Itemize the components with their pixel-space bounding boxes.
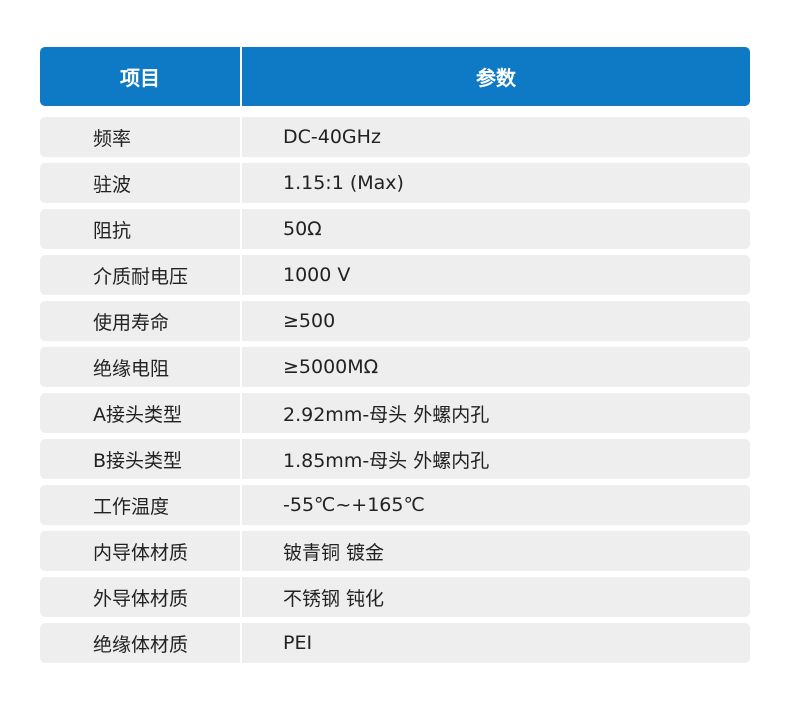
row-item: 介质耐电压 — [93, 265, 189, 288]
row-item: 驻波 — [93, 173, 132, 196]
column-divider — [240, 209, 242, 249]
table-row: B接头类型 1.85mm-母头 外螺内孔 — [40, 439, 750, 479]
row-value: 1000 V — [283, 264, 351, 286]
column-divider — [240, 347, 242, 387]
row-item: 工作温度 — [93, 495, 170, 518]
header-item: 项目 — [120, 66, 160, 90]
table-row: 驻波 1.15:1 (Max) — [40, 163, 750, 203]
row-value: PEI — [283, 632, 313, 654]
column-divider — [240, 577, 242, 617]
table-row: A接头类型 2.92mm-母头 外螺内孔 — [40, 393, 750, 433]
row-value: 1.15:1 (Max) — [283, 172, 404, 194]
table-row: 工作温度 -55℃~+165℃ — [40, 485, 750, 525]
row-value: 1.85mm-母头 外螺内孔 — [283, 449, 490, 472]
row-value: ≥5000MΩ — [283, 356, 379, 378]
table-row: 频率 DC-40GHz — [40, 117, 750, 157]
column-divider — [240, 255, 242, 295]
row-item: 绝缘体材质 — [93, 633, 189, 656]
column-divider — [240, 393, 242, 433]
row-value: 2.92mm-母头 外螺内孔 — [283, 403, 490, 426]
column-divider — [240, 163, 242, 203]
column-divider — [240, 623, 242, 663]
table-row: 介质耐电压 1000 V — [40, 255, 750, 295]
table-header: 项目 参数 — [40, 47, 750, 106]
row-value: 铍青铜 镀金 — [283, 541, 385, 564]
row-value: 50Ω — [283, 218, 322, 240]
column-divider — [240, 531, 242, 571]
table-row: 绝缘电阻 ≥5000MΩ — [40, 347, 750, 387]
row-value: DC-40GHz — [283, 126, 381, 148]
column-divider — [240, 439, 242, 479]
row-item: 内导体材质 — [93, 541, 189, 564]
column-divider — [240, 301, 242, 341]
row-item: 使用寿命 — [93, 311, 170, 334]
table-row: 阻抗 50Ω — [40, 209, 750, 249]
row-item: B接头类型 — [93, 449, 183, 472]
column-divider — [240, 117, 242, 157]
table-row: 外导体材质 不锈钢 钝化 — [40, 577, 750, 617]
row-value: ≥500 — [283, 310, 336, 332]
table-row: 内导体材质 铍青铜 镀金 — [40, 531, 750, 571]
row-value: 不锈钢 钝化 — [283, 587, 385, 610]
row-item: A接头类型 — [93, 403, 182, 426]
row-item: 频率 — [93, 127, 132, 150]
row-item: 绝缘电阻 — [93, 357, 170, 380]
header-parameter: 参数 — [476, 66, 516, 90]
table-row: 绝缘体材质 PEI — [40, 623, 750, 663]
spec-table: 项目 参数 频率 DC-40GHz 驻波 1.15:1 (Max) 阻抗 50Ω 介质耐电压… — [40, 47, 750, 663]
row-value: -55℃~+165℃ — [283, 494, 425, 516]
table-row: 使用寿命 ≥500 — [40, 301, 750, 341]
row-item: 外导体材质 — [93, 587, 189, 610]
row-item: 阻抗 — [93, 219, 132, 242]
column-divider — [240, 47, 242, 106]
column-divider — [240, 485, 242, 525]
